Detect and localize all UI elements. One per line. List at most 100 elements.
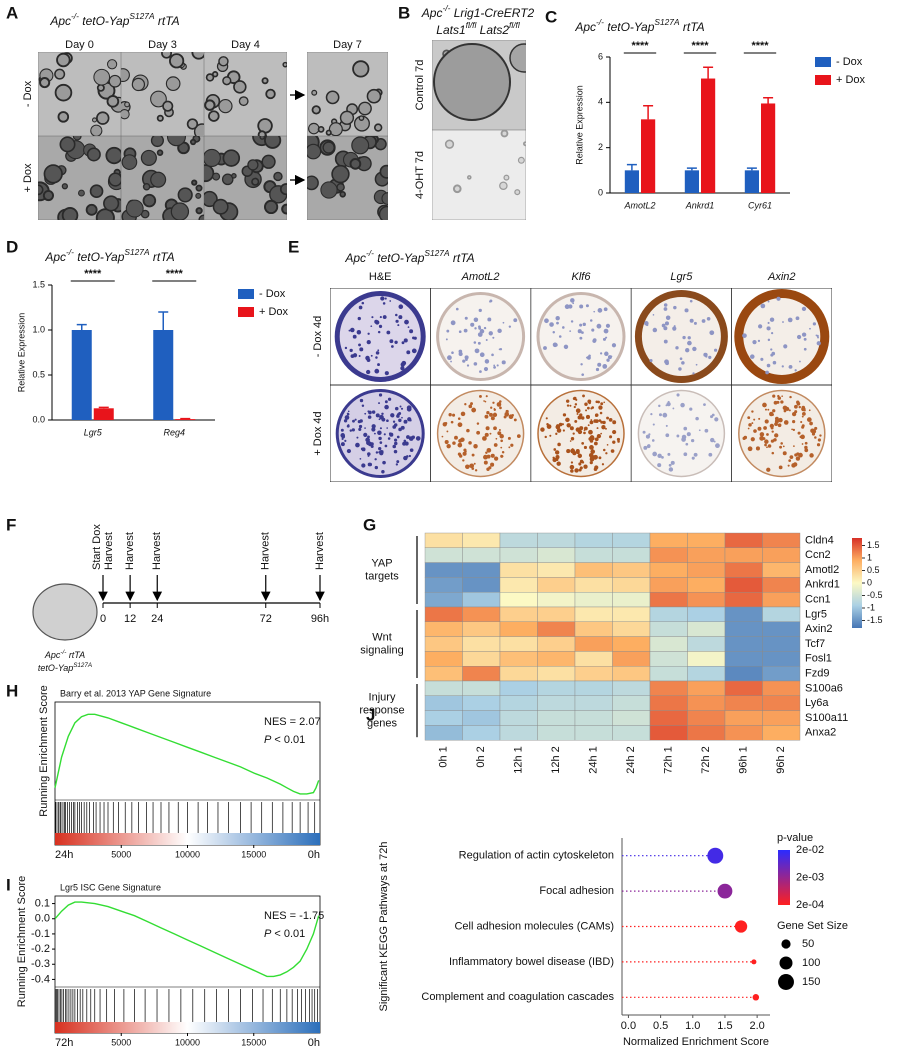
cell [810,428,815,434]
cell [798,405,801,409]
y-tick-label: 0 [598,187,603,197]
organoid [263,199,279,215]
column-header: Klf6 [572,271,592,283]
color-legend-label: 2e-03 [796,871,824,883]
heatmap-cell [499,666,538,682]
y-tick-label: 4 [598,97,603,107]
cell [499,406,502,410]
panel-label: D [6,237,18,256]
cell [343,419,348,423]
chart-title: Barry et al. 2013 YAP Gene Signature [60,688,211,698]
organoid [204,190,218,208]
organoid [150,171,167,188]
heatmap-cell [762,621,801,637]
stained-section [631,385,732,482]
bar [93,408,114,420]
heatmap-cell [537,695,576,711]
organoid [72,136,82,141]
superscript: -/- [71,11,79,21]
cell [466,364,470,367]
cell [792,462,798,467]
cell [600,432,602,435]
x-tick-label: Cyr61 [748,200,772,210]
organoid [259,136,266,140]
cell [352,419,355,423]
heatmap-cell [649,695,688,711]
heatmap-cell [687,621,726,637]
cell [806,417,812,422]
error-bar [626,163,637,171]
organoid [373,123,383,132]
organoid [106,59,118,70]
cell [473,444,478,449]
colorbar-tick-label: 0 [867,577,872,587]
heatmap-cell [574,577,613,593]
micrograph [38,136,121,220]
cell [555,457,559,462]
organoid [349,158,362,170]
organoid [177,187,193,203]
cell [767,321,770,324]
cell [583,429,586,432]
timeline-label: 72 [260,613,272,625]
cell [597,362,602,367]
heatmap-cell [574,606,613,623]
superscript: S127A [424,248,450,258]
heatmap-cell [424,577,463,593]
cell [370,444,374,448]
heatmap-cell [462,562,501,578]
heatmap-cell [762,547,801,563]
cell [381,450,384,452]
organoid [105,146,121,165]
x-tick-label: Ankrd1 [685,200,715,210]
heatmap-cell [537,621,576,637]
cell [591,328,595,332]
heatmap-cell [612,695,651,711]
organoid [150,90,167,108]
cell [543,346,547,350]
chart-title: Lgr5 ISC Gene Signature [60,882,161,892]
cell [448,413,452,417]
cell [772,409,776,413]
cell [555,432,558,435]
organoid [189,138,197,146]
cell [579,336,583,340]
cell [782,445,785,448]
superscript: fl/fl [466,20,478,30]
cell [358,355,361,358]
cell [601,425,606,430]
organoid [169,53,185,69]
cell [574,419,578,423]
cell [365,369,371,375]
start-label: 24h [55,849,73,861]
cell [374,432,376,435]
cell [596,323,602,329]
cell [594,465,599,470]
cell [575,427,581,432]
cell [483,454,488,460]
cell [502,321,505,324]
cell [569,440,572,442]
cell [473,317,479,323]
cell [766,433,769,436]
cell [764,408,767,411]
cell [397,324,400,327]
heatmap-cell [462,606,501,623]
y-axis-label: Relative Expression [16,313,26,393]
color-legend-bar [778,850,790,905]
cell [777,394,780,398]
cell [766,363,771,368]
organoid [222,76,232,86]
cell [797,431,801,435]
heatmap-cell [687,680,726,697]
cell [607,355,612,360]
heatmap-cell [537,606,576,623]
heatmap-cell [649,577,688,593]
heatmap-cell [724,547,763,563]
organoid [121,68,130,83]
cell [663,307,668,311]
y-tick-label: -0.1 [31,928,50,940]
panel-title: Apc-/- tetO-YapS127A rtTA [49,11,179,28]
text-part: Apc [574,20,596,34]
heatmap-cell [574,532,613,549]
